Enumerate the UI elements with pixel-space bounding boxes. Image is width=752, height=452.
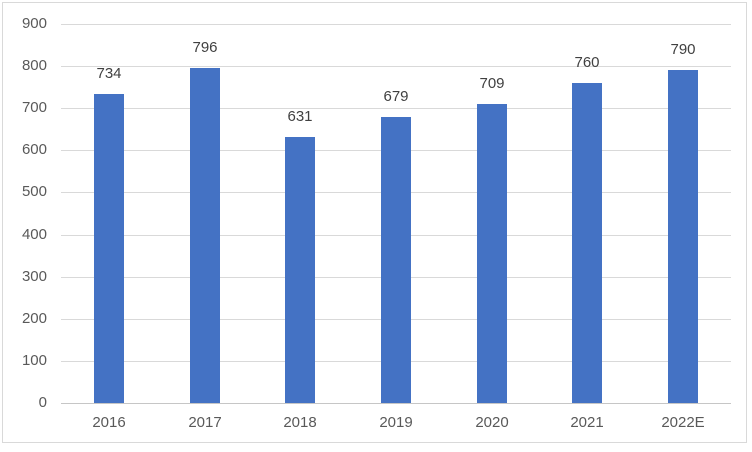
bar-value-label: 790 [670, 41, 696, 58]
x-axis-line [61, 403, 731, 404]
y-axis-tick-label: 400 [21, 226, 47, 243]
x-axis-category-label: 2020 [475, 414, 509, 431]
x-axis-category-label: 2018 [283, 414, 317, 431]
bar-value-label: 631 [287, 108, 313, 125]
x-axis-category-label: 2017 [188, 414, 222, 431]
x-axis-category-label: 2021 [570, 414, 604, 431]
x-axis-category-label: 2019 [379, 414, 413, 431]
y-axis-tick-label: 500 [21, 183, 47, 200]
y-axis-tick-label: 800 [21, 57, 47, 74]
y-axis-tick-label: 900 [21, 15, 47, 32]
bar-value-label: 734 [96, 65, 122, 82]
x-axis-category-label: 2016 [92, 414, 126, 431]
bar-2018 [285, 137, 315, 403]
bar-2022E [668, 70, 698, 403]
y-axis-tick-label: 700 [21, 99, 47, 116]
bar-value-label: 679 [383, 88, 409, 105]
y-axis-tick-label: 100 [21, 352, 47, 369]
bar-2021 [572, 83, 602, 403]
y-axis-tick-label: 0 [38, 394, 47, 411]
bar-2016 [94, 94, 124, 403]
gridline [61, 108, 731, 109]
gridline [61, 66, 731, 67]
bar-value-label: 796 [192, 39, 218, 56]
bar-value-label: 709 [479, 75, 505, 92]
bar-2017 [190, 68, 220, 403]
bar-2020 [477, 104, 507, 403]
y-axis-tick-label: 200 [21, 310, 47, 327]
y-axis-tick-label: 600 [21, 141, 47, 158]
bar-2019 [381, 117, 411, 403]
y-axis-tick-label: 300 [21, 268, 47, 285]
gridline [61, 24, 731, 25]
chart-frame: 0 100 200 300 400 500 600 700 800 900 734 796 631 67… [2, 2, 747, 443]
x-axis-category-label: 2022E [661, 414, 705, 431]
bar-value-label: 760 [574, 54, 600, 71]
